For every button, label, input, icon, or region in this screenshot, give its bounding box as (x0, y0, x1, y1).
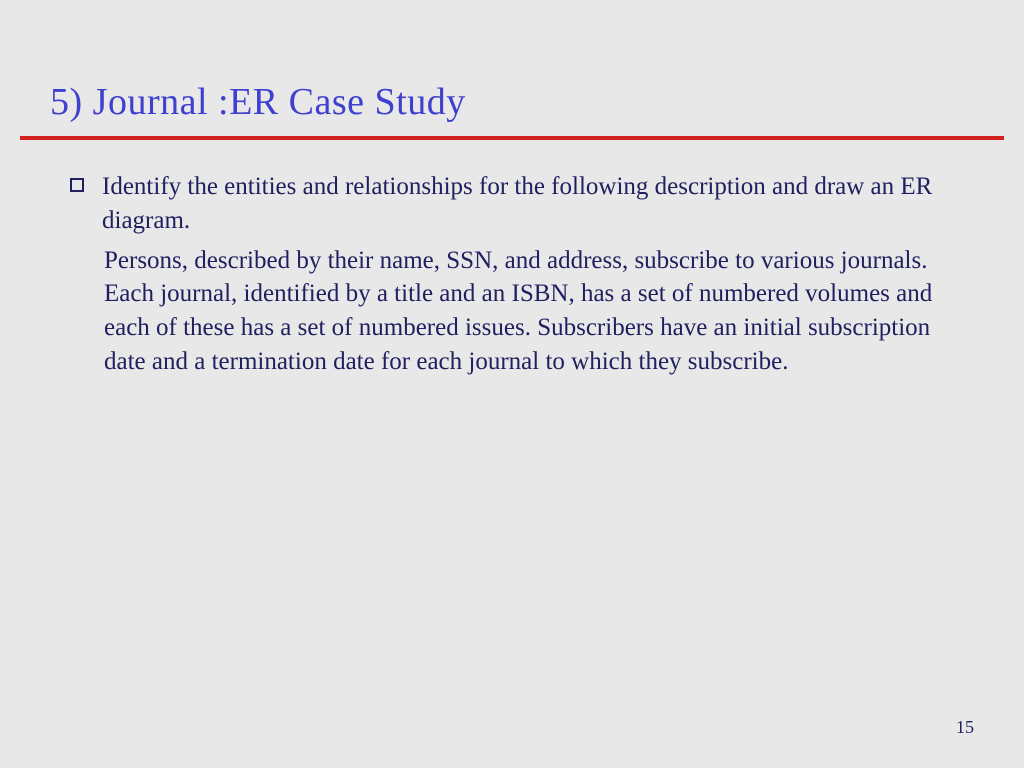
content-area: Identify the entities and relationships … (0, 140, 1024, 379)
page-number: 15 (956, 717, 974, 738)
body-paragraph: Persons, described by their name, SSN, a… (104, 244, 954, 379)
bullet-intro-text: Identify the entities and relationships … (102, 170, 954, 238)
square-bullet-icon (70, 178, 84, 192)
slide-container: 5) Journal :ER Case Study Identify the e… (0, 0, 1024, 768)
bullet-item: Identify the entities and relationships … (70, 170, 954, 238)
title-area: 5) Journal :ER Case Study (0, 0, 1024, 124)
slide-title: 5) Journal :ER Case Study (50, 80, 974, 124)
